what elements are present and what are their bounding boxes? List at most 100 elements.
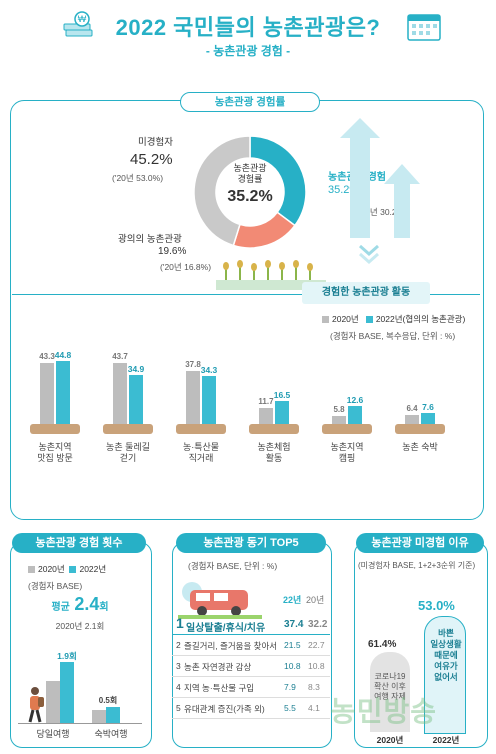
motive-col-22: 22년 xyxy=(283,595,302,605)
activities-bar-chart: 43.3 44.8 농촌지역 맛집 방문 43.7 34.9 농촌 둘레길 걷기 37.8 3… xyxy=(20,340,470,510)
camper-van-illustration xyxy=(178,582,262,619)
donut-center-value: 35.2% xyxy=(227,188,273,205)
activities-banner: 경험한 농촌관광 활동 xyxy=(302,282,430,304)
motive-rank: 3 xyxy=(176,661,181,671)
motive-row: 3 농촌 자연경관 감상 10.8 10.8 xyxy=(172,656,330,677)
freq-legend-2020: 2020년 xyxy=(38,564,65,574)
freq-base: (경험자 BASE) xyxy=(28,581,83,591)
activity-category-label: 농촌지역 맛집 방문 xyxy=(37,442,73,463)
freq-day-value: 1.9회 xyxy=(57,651,77,662)
freq-avg-value: 2.4 xyxy=(74,594,100,614)
hiker-illustration xyxy=(28,687,44,723)
motive-rank: 5 xyxy=(176,703,181,713)
activity-bar-2020-3 xyxy=(186,371,200,424)
legend-swatch-2020 xyxy=(322,316,329,324)
svg-text:₩: ₩ xyxy=(78,14,87,24)
motive-value-20: 4.1 xyxy=(308,703,320,713)
motive-rank: 4 xyxy=(176,682,181,692)
reason-base: (미경험자 BASE, 1+2+3순위 기준) xyxy=(358,561,476,570)
freq-avg-prev: 2020년 2.1회 xyxy=(55,621,105,631)
activity-value-2020-2: 43.7 xyxy=(112,351,128,361)
motive-rank: 1 xyxy=(176,615,184,631)
watermark: 농민방송 xyxy=(330,696,438,727)
activity-illustration-6 xyxy=(395,424,445,434)
freq-avg-label: 평균 xyxy=(51,602,70,613)
freq-day-label: 당일여행 xyxy=(36,729,70,739)
frequency-pill: 농촌관광 경험 횟수 xyxy=(12,533,146,553)
motive-row: 5 유대관계 증진(가족 외) 5.5 4.1 xyxy=(172,698,330,719)
motive-row: 1 일상탈출/휴식/치유 37.4 32.2 xyxy=(172,614,330,635)
freq-legend: 2020년 2022년 xyxy=(28,563,106,575)
activity-value-2020-5: 5.8 xyxy=(333,404,345,414)
activity-bar-2020-5 xyxy=(332,415,346,424)
motive-value-22: 37.4 xyxy=(284,619,304,630)
legend-2022-label: 2022년(협의의 농촌관광) xyxy=(375,314,466,324)
reason-label-2022: 바쁜 일상생활 때문에 여유가 없어서 xyxy=(430,628,462,682)
up-arrow-icon xyxy=(340,118,420,238)
reason-year-2022: 2022년 xyxy=(432,735,460,745)
activity-illustration-1 xyxy=(30,424,80,434)
activity-illustration-4 xyxy=(249,424,299,434)
reason-2022-value: 53.0% xyxy=(418,598,455,613)
exp-prev: ('20년 30.2%) xyxy=(356,207,408,217)
freq-stay-gray-bar xyxy=(92,710,106,723)
activity-bar-2022-2 xyxy=(129,375,143,424)
activity-bar-2020-4 xyxy=(259,407,273,424)
freq-stay-label: 숙박여행 xyxy=(94,729,128,739)
activity-illustration-5 xyxy=(322,424,372,434)
motive-label: 유대관계 증진(가족 외) xyxy=(184,704,265,714)
motive-label: 즐길거리, 즐거움을 찾아서 xyxy=(184,641,278,651)
motive-value-22: 10.8 xyxy=(284,661,301,671)
activity-value-2022-1: 44.8 xyxy=(54,350,72,361)
motive-row: 2 즐길거리, 즐거움을 찾아서 21.5 22.7 xyxy=(172,635,330,656)
experience-rate-pill: 농촌관광 경험률 xyxy=(180,92,320,112)
motive-label: 농촌 자연경관 감상 xyxy=(184,662,252,672)
motive-row: 4 지역 농·특산물 구입 7.9 8.3 xyxy=(172,677,330,698)
non-exp-prev: ('20년 53.0%) xyxy=(112,173,164,183)
reason-bar-2022 xyxy=(424,616,466,734)
motive-col-20: 20년 xyxy=(306,595,325,605)
freq-stay-value: 0.5회 xyxy=(98,696,118,705)
reason-label-2020: 코로나19 확산 이후 여행 자제 xyxy=(374,672,406,701)
freq-average: 평균 2.4회 xyxy=(0,594,160,615)
reason-pill: 농촌관광 미경험 이유 xyxy=(356,533,484,553)
activities-note: (경험자 BASE, 복수응답, 단위 : %) xyxy=(330,331,456,341)
reason-bar-2020 xyxy=(370,652,410,732)
activity-bar-2022-6 xyxy=(421,413,435,424)
activities-divider xyxy=(12,294,480,295)
activity-bar-2022-5 xyxy=(348,406,362,424)
activity-value-2020-6: 6.4 xyxy=(406,404,418,414)
motive-label: 지역 농·특산물 구입 xyxy=(184,683,255,693)
motive-value-22: 5.5 xyxy=(284,703,296,713)
motive-rank: 2 xyxy=(176,640,181,650)
experience-donut-chart xyxy=(193,135,307,249)
donut-slice-3 xyxy=(193,135,251,247)
motive-value-20: 22.7 xyxy=(308,640,325,650)
activity-value-2022-4: 16.5 xyxy=(273,389,291,400)
activity-category-label: 농촌체험 활동 xyxy=(257,442,291,463)
non-exp-label: 미경험자 xyxy=(138,137,173,148)
reason-2020-value: 61.4% xyxy=(368,639,397,650)
activity-bar-2020-1 xyxy=(40,363,54,424)
motive-value-20: 10.8 xyxy=(308,661,325,671)
activity-illustration-3 xyxy=(176,424,226,434)
donut-center-label: 농촌관광 경험률 xyxy=(233,163,267,184)
activity-bar-2020-2 xyxy=(113,362,127,424)
activity-bar-2020-6 xyxy=(405,415,419,424)
activity-category-label: 농·특산물 직거래 xyxy=(182,442,220,463)
motive-value-20: 8.3 xyxy=(308,682,320,692)
activity-category-label: 농촌지역 캠핑 xyxy=(330,442,364,463)
freq-avg-unit: 회 xyxy=(99,602,109,613)
activity-illustration-2 xyxy=(103,424,153,434)
freq-legend-2022: 2022년 xyxy=(79,564,107,574)
activity-value-2020-4: 11.7 xyxy=(258,396,274,406)
freq-day-gray-bar xyxy=(46,681,60,723)
money-stack-icon: ₩ xyxy=(63,11,93,37)
non-exp-value: 45.2% xyxy=(130,151,173,168)
motive-value-22: 7.9 xyxy=(284,682,296,692)
legend-swatch-2022 xyxy=(365,316,373,324)
farm-field-illustration xyxy=(216,260,326,290)
calendar-icon xyxy=(407,14,441,41)
freq-legend-swatch-2020 xyxy=(28,566,35,574)
activity-value-2022-5: 12.6 xyxy=(346,395,364,406)
